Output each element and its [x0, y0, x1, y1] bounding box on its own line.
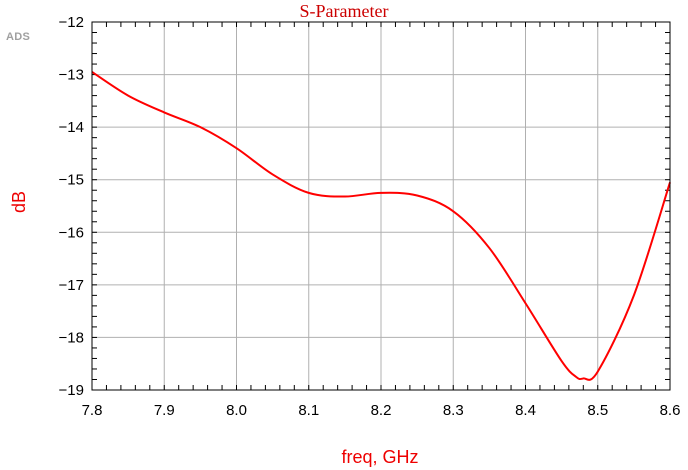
x-tick-label: 7.8 [82, 402, 103, 419]
x-tick-label: 7.9 [154, 402, 175, 419]
x-tick-label: 8.1 [298, 402, 319, 419]
y-tick-label: −16 [59, 224, 84, 241]
x-axis-label: freq, GHz [341, 447, 419, 467]
x-tick-label: 8.3 [443, 402, 464, 419]
plot-frame [91, 21, 671, 391]
y-tick-label: −13 [59, 67, 84, 84]
y-tick-label: −18 [59, 329, 84, 346]
y-axis-label: dB [9, 190, 29, 214]
chart-title: S-Parameter [299, 1, 389, 21]
x-tick-label: 8.5 [587, 402, 608, 419]
x-tick-label: 8.2 [371, 402, 392, 419]
x-tick-label: 8.0 [226, 402, 247, 419]
series-layer [91, 71, 671, 381]
y-tick-label: −12 [59, 14, 84, 31]
grid-lines [92, 22, 670, 390]
y-tick-label: −19 [59, 382, 84, 399]
y-tick-label: −14 [59, 119, 84, 136]
y-tick-label: −15 [59, 172, 84, 189]
minor-ticks [91, 21, 671, 391]
ads-watermark: ADS [6, 31, 31, 43]
x-tick-label: 8.6 [660, 402, 681, 419]
series-line [91, 71, 671, 381]
x-tick-labels: 7.8 7.9 8.0 8.1 8.2 8.3 8.4 8.5 8.6 [82, 402, 681, 419]
x-tick-label: 8.4 [515, 402, 536, 419]
y-tick-labels: −12 −13 −14 −15 −16 −17 −18 −19 [59, 14, 84, 399]
y-tick-label: −17 [59, 277, 84, 294]
